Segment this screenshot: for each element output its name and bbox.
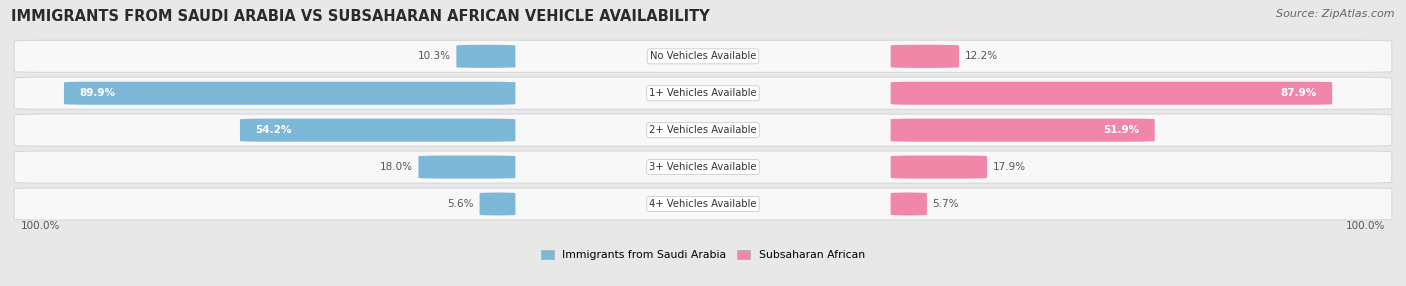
Text: Source: ZipAtlas.com: Source: ZipAtlas.com <box>1277 9 1395 19</box>
FancyBboxPatch shape <box>63 82 516 105</box>
Text: 10.3%: 10.3% <box>418 51 451 61</box>
Text: 12.2%: 12.2% <box>965 51 998 61</box>
Text: 17.9%: 17.9% <box>993 162 1026 172</box>
FancyBboxPatch shape <box>890 119 1154 142</box>
Text: 5.6%: 5.6% <box>447 199 474 209</box>
FancyBboxPatch shape <box>240 119 516 142</box>
Text: 87.9%: 87.9% <box>1281 88 1317 98</box>
FancyBboxPatch shape <box>14 114 1392 146</box>
Text: 54.2%: 54.2% <box>254 125 291 135</box>
Text: 18.0%: 18.0% <box>380 162 413 172</box>
FancyBboxPatch shape <box>479 192 516 216</box>
Text: 5.7%: 5.7% <box>932 199 959 209</box>
FancyBboxPatch shape <box>890 82 1333 105</box>
FancyBboxPatch shape <box>890 45 959 68</box>
Text: 89.9%: 89.9% <box>79 88 115 98</box>
FancyBboxPatch shape <box>890 156 987 179</box>
FancyBboxPatch shape <box>14 188 1392 220</box>
Text: 100.0%: 100.0% <box>21 221 60 231</box>
FancyBboxPatch shape <box>14 151 1392 183</box>
FancyBboxPatch shape <box>890 192 927 216</box>
Text: No Vehicles Available: No Vehicles Available <box>650 51 756 61</box>
Text: 4+ Vehicles Available: 4+ Vehicles Available <box>650 199 756 209</box>
Legend: Immigrants from Saudi Arabia, Subsaharan African: Immigrants from Saudi Arabia, Subsaharan… <box>537 245 869 264</box>
FancyBboxPatch shape <box>419 156 516 179</box>
Text: 51.9%: 51.9% <box>1104 125 1140 135</box>
Text: 1+ Vehicles Available: 1+ Vehicles Available <box>650 88 756 98</box>
FancyBboxPatch shape <box>14 40 1392 72</box>
Text: 100.0%: 100.0% <box>1346 221 1385 231</box>
Text: IMMIGRANTS FROM SAUDI ARABIA VS SUBSAHARAN AFRICAN VEHICLE AVAILABILITY: IMMIGRANTS FROM SAUDI ARABIA VS SUBSAHAR… <box>11 9 710 23</box>
Text: 2+ Vehicles Available: 2+ Vehicles Available <box>650 125 756 135</box>
FancyBboxPatch shape <box>457 45 516 68</box>
FancyBboxPatch shape <box>14 77 1392 109</box>
Text: 3+ Vehicles Available: 3+ Vehicles Available <box>650 162 756 172</box>
